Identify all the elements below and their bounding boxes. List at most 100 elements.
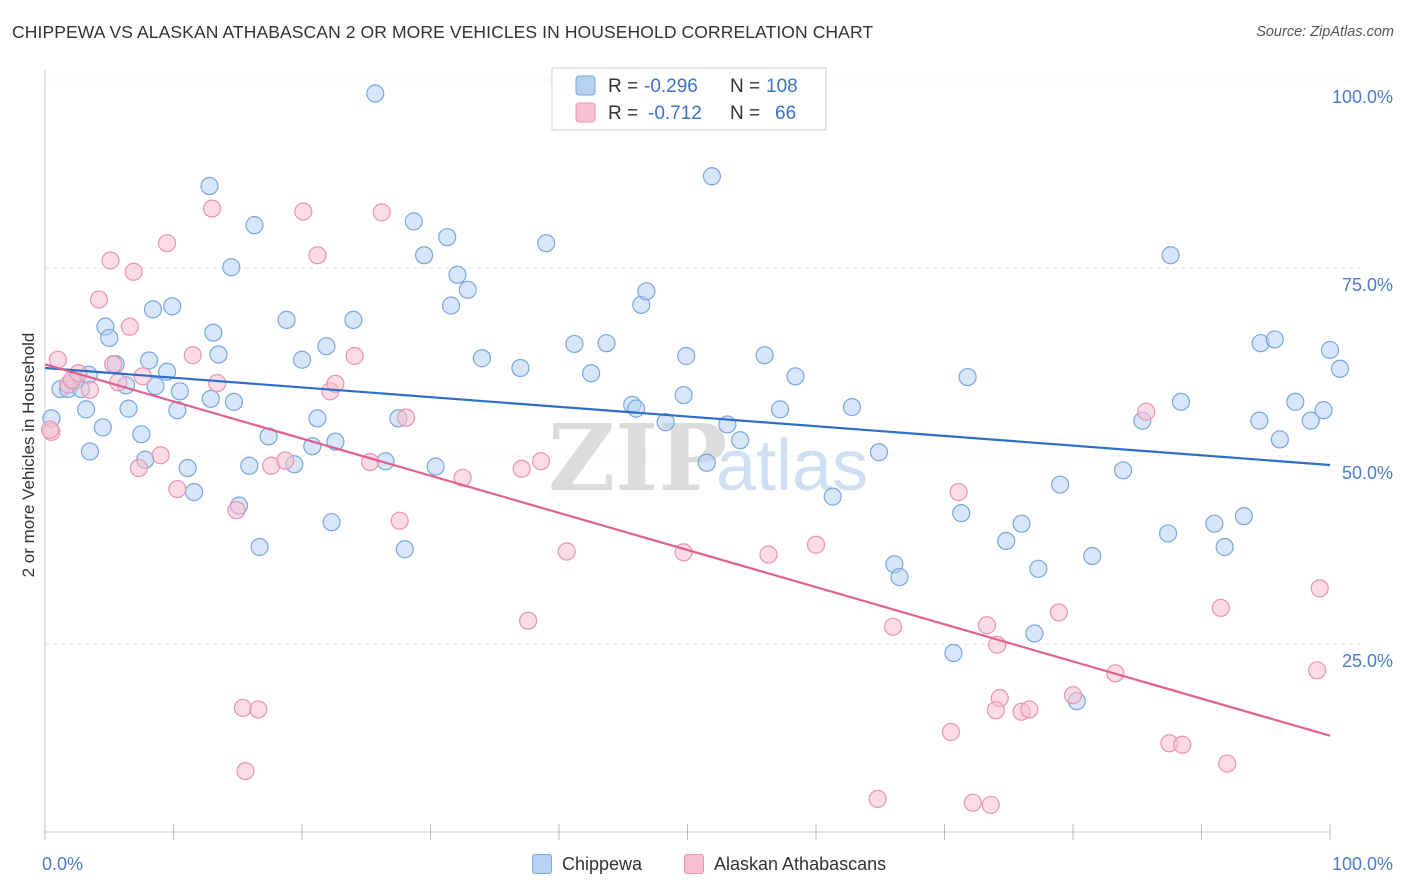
chippewa-point — [1270, 430, 1289, 449]
chippewa-point — [786, 367, 805, 386]
chippewa-point — [184, 482, 204, 502]
alaskan-point — [390, 511, 409, 530]
legend-n-label-2: N = — [730, 103, 760, 124]
x-tick-label-1: 100.0% — [1332, 854, 1393, 874]
x-tick-label-0: 0.0% — [42, 854, 83, 874]
chippewa-point — [582, 364, 601, 383]
alaskan-point — [120, 317, 139, 336]
series-alaskan-points — [40, 199, 1329, 815]
chippewa-point — [308, 409, 327, 428]
chippewa-point — [537, 234, 556, 253]
alaskan-point — [1310, 579, 1329, 598]
alaskan-point — [396, 408, 416, 427]
chippewa-point — [366, 84, 385, 103]
chippewa-point — [702, 167, 722, 186]
alaskan-point — [1173, 735, 1192, 754]
chippewa-trend-line — [44, 366, 1331, 467]
legend-n-value-1: 108 — [766, 76, 798, 97]
alaskan-point — [453, 468, 472, 487]
alaskan-point — [326, 374, 345, 393]
legend-n-value-2: 66 — [775, 103, 796, 124]
alaskan-point — [806, 535, 826, 554]
chippewa-point — [677, 346, 696, 366]
alaskan-point — [1218, 754, 1237, 773]
chippewa-point — [1158, 524, 1178, 543]
legend-box: R = -0.296 N = 108 R = -0.712 N = 66 — [551, 67, 827, 131]
legend-chippewa-label: Chippewa — [562, 853, 643, 874]
chippewa-point — [770, 400, 790, 419]
chippewa-point — [395, 540, 414, 559]
alaskan-point — [1020, 700, 1039, 719]
source-label: Source: ZipAtlas.com — [1256, 24, 1394, 40]
chippewa-point — [755, 346, 774, 365]
chippewa-point — [1301, 411, 1320, 430]
alaskan-point — [986, 701, 1006, 720]
alaskan-point — [294, 202, 313, 221]
chippewa-point — [697, 453, 716, 472]
bottom-legend: Chippewa Alaskan Athabascans — [0, 852, 1406, 878]
x-tick-labels: 0.0% 100.0% — [42, 854, 1393, 874]
legend-item-alaskan: Alaskan Athabascans — [684, 852, 886, 876]
chippewa-point — [869, 443, 889, 462]
chippewa-point — [143, 300, 163, 319]
chippewa-point — [656, 413, 675, 432]
chippewa-point — [1012, 514, 1031, 533]
chippewa-point — [1029, 559, 1048, 578]
chippewa-point — [163, 297, 182, 316]
chippewa-point — [426, 457, 445, 476]
chippewa-point — [823, 487, 842, 506]
alaskan-point — [101, 251, 120, 270]
chippewa-point — [1051, 475, 1070, 494]
alaskan-point — [249, 700, 268, 719]
chippewa-point — [204, 323, 223, 342]
legend-alaskan-swatch — [684, 854, 704, 874]
chippewa-point — [292, 350, 312, 369]
chippewa-point — [674, 385, 693, 405]
chippewa-point — [1320, 340, 1340, 360]
alaskan-point — [977, 616, 997, 635]
alaskan-point — [557, 542, 576, 561]
chippewa-point — [322, 513, 341, 532]
legend-swatch-chippewa — [575, 75, 596, 96]
grid-lines — [45, 79, 1365, 645]
y-tick-labels: 100.0% 75.0% 50.0% 25.0% — [1332, 87, 1393, 671]
chippewa-point — [119, 399, 138, 418]
chippewa-point — [250, 537, 269, 557]
chippewa-point — [317, 337, 336, 356]
chippewa-point — [448, 265, 467, 284]
chippewa-point — [277, 310, 296, 329]
legend-swatch-alaskan — [575, 102, 596, 123]
y-tick-label-3: 25.0% — [1342, 651, 1393, 671]
alaskan-point — [759, 545, 778, 564]
alaskan-point — [183, 346, 202, 365]
legend-alaskan-label: Alaskan Athabascans — [714, 853, 887, 874]
chippewa-point — [441, 296, 461, 315]
alaskan-point — [208, 373, 227, 393]
chippewa-point — [1171, 392, 1191, 411]
chippewa-point — [997, 531, 1016, 551]
alaskan-point — [40, 420, 60, 439]
chippewa-point — [637, 282, 656, 301]
chippewa-point — [1330, 359, 1350, 378]
y-axis-label: 2 or more Vehicles in Household — [19, 333, 38, 578]
chippewa-point — [565, 334, 584, 354]
chippewa-point — [458, 280, 477, 299]
chippewa-point — [1205, 514, 1224, 533]
chippewa-point — [842, 398, 862, 417]
chippewa-point — [1250, 411, 1269, 430]
chippewa-point — [1314, 401, 1333, 420]
chippewa-point — [472, 349, 491, 368]
legend-r-label-2: R = — [608, 103, 638, 124]
alaskan-point — [372, 203, 391, 222]
alaskan-point — [1308, 661, 1327, 680]
axes — [44, 70, 1331, 840]
alaskan-point — [236, 761, 255, 781]
alaskan-point — [151, 446, 170, 465]
chippewa-point — [77, 400, 96, 419]
chippewa-point — [200, 176, 219, 196]
watermark-zip: ZIP — [548, 404, 727, 512]
chippewa-point — [1083, 546, 1102, 566]
chippewa-point — [170, 382, 190, 401]
chippewa-point — [438, 228, 457, 247]
chippewa-point — [414, 246, 434, 265]
